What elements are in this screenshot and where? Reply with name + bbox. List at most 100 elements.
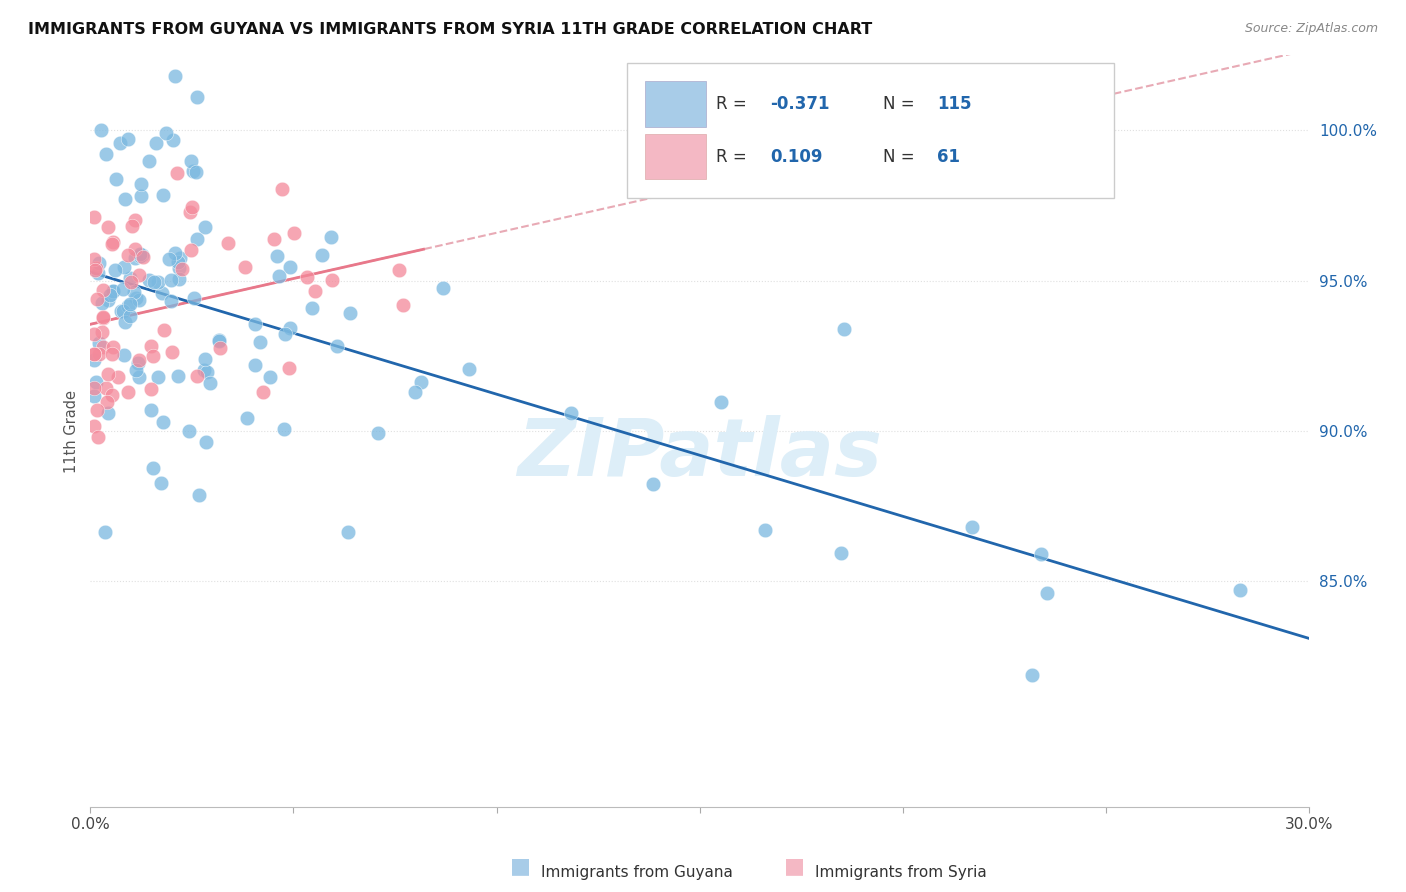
Text: 0.109: 0.109 xyxy=(770,148,823,166)
Point xyxy=(367,426,389,441)
Point xyxy=(139,339,162,353)
Point xyxy=(86,403,108,417)
Point xyxy=(263,232,285,246)
Point xyxy=(193,363,215,377)
Point xyxy=(83,353,105,368)
Point xyxy=(117,385,139,400)
Point xyxy=(162,133,184,147)
Point xyxy=(186,89,208,103)
Point xyxy=(129,248,152,262)
Point xyxy=(149,475,172,490)
Point xyxy=(124,251,146,265)
Point xyxy=(1229,583,1251,598)
Point xyxy=(304,284,326,298)
Point xyxy=(962,520,984,534)
Point xyxy=(83,388,105,402)
Text: IMMIGRANTS FROM GUYANA VS IMMIGRANTS FROM SYRIA 11TH GRADE CORRELATION CHART: IMMIGRANTS FROM GUYANA VS IMMIGRANTS FRO… xyxy=(28,22,872,37)
Point xyxy=(110,136,132,150)
Point xyxy=(128,268,150,282)
Point xyxy=(100,237,122,252)
Point xyxy=(118,309,141,323)
Text: R =: R = xyxy=(716,148,752,166)
Point xyxy=(114,260,136,274)
Point xyxy=(252,385,274,400)
Point xyxy=(150,285,173,300)
Text: ■: ■ xyxy=(510,856,530,876)
Point xyxy=(112,347,135,361)
Point xyxy=(97,220,120,235)
FancyBboxPatch shape xyxy=(627,62,1114,198)
Point xyxy=(96,381,118,395)
Point xyxy=(124,285,146,300)
Text: Immigrants from Syria: Immigrants from Syria xyxy=(815,865,987,880)
Point xyxy=(162,344,184,359)
Point xyxy=(84,260,107,275)
Point xyxy=(86,292,108,306)
Point xyxy=(91,310,114,325)
Point xyxy=(94,524,117,539)
Point xyxy=(165,246,187,260)
Point xyxy=(194,351,217,366)
Text: Source: ZipAtlas.com: Source: ZipAtlas.com xyxy=(1244,22,1378,36)
Point xyxy=(404,385,426,400)
Point xyxy=(432,280,454,294)
Point xyxy=(411,375,433,389)
Point xyxy=(186,232,208,246)
Point xyxy=(138,273,160,287)
Point xyxy=(87,336,110,351)
Point xyxy=(89,256,111,270)
Point xyxy=(125,291,148,305)
Point xyxy=(138,153,160,168)
Point xyxy=(142,349,165,363)
Text: R =: R = xyxy=(716,95,752,113)
Point xyxy=(754,523,776,537)
Point xyxy=(188,488,211,502)
Point xyxy=(283,226,305,240)
Point xyxy=(180,154,202,169)
Point xyxy=(91,326,114,340)
Point xyxy=(179,204,201,219)
Point xyxy=(235,260,257,275)
Point xyxy=(101,347,124,361)
Point xyxy=(105,172,128,186)
Point xyxy=(159,293,181,308)
Point xyxy=(166,254,188,268)
Point xyxy=(198,376,221,390)
Point xyxy=(83,262,105,277)
Point xyxy=(94,147,117,161)
Point xyxy=(181,164,204,178)
Point xyxy=(186,369,208,384)
FancyBboxPatch shape xyxy=(645,81,706,127)
Point xyxy=(236,410,259,425)
Point xyxy=(98,288,121,302)
Point xyxy=(83,347,105,361)
Point xyxy=(169,260,191,275)
Point xyxy=(217,235,239,250)
Point xyxy=(118,296,141,310)
Point xyxy=(97,368,120,382)
Text: Immigrants from Guyana: Immigrants from Guyana xyxy=(541,865,733,880)
Point xyxy=(169,251,191,265)
Point xyxy=(111,282,134,296)
Point xyxy=(152,415,174,429)
Point xyxy=(128,353,150,368)
Point xyxy=(311,248,333,262)
Point xyxy=(179,425,201,439)
Point xyxy=(832,322,855,336)
Point xyxy=(208,333,231,347)
Point xyxy=(114,315,136,329)
Point xyxy=(146,370,169,384)
Point xyxy=(458,362,481,376)
Point xyxy=(1021,668,1043,682)
Point xyxy=(152,187,174,202)
Point xyxy=(249,334,271,349)
Point xyxy=(141,403,163,417)
Point xyxy=(117,132,139,146)
Point xyxy=(101,341,124,355)
Point xyxy=(87,347,110,361)
Point xyxy=(325,339,347,353)
Point xyxy=(208,341,231,355)
Point xyxy=(274,326,297,341)
Point xyxy=(83,210,105,224)
Point xyxy=(104,263,127,277)
